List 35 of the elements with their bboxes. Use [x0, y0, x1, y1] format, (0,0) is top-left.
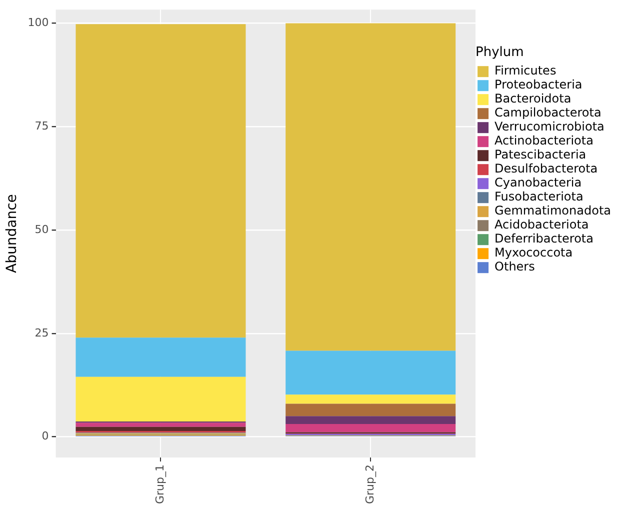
legend-label: Others: [494, 260, 535, 274]
x-tick-label: Grup_2: [363, 464, 376, 504]
x-tick-label: Grup_1: [154, 464, 167, 504]
legend-label: Gemmatimonadota: [494, 204, 612, 218]
y-tick-label: 0: [42, 430, 49, 443]
legend-label: Patescibacteria: [494, 148, 586, 162]
legend-label: Deferribacterota: [494, 232, 594, 246]
y-tick-label: 25: [34, 326, 49, 340]
legend-label: Fusobacteriota: [494, 190, 584, 204]
y-tick-label: 100: [28, 16, 49, 30]
bar: [286, 394, 456, 404]
bar: [76, 24, 246, 338]
bar: [286, 416, 456, 424]
legend-label: Cyanobacteria: [494, 176, 582, 190]
legend-label: Desulfobacterota: [494, 162, 598, 176]
bar: [76, 422, 246, 427]
legend-label: Firmicutes: [494, 64, 556, 78]
bar: [286, 350, 456, 395]
bar: [286, 424, 456, 432]
bar: [286, 23, 456, 351]
legend-label: Verrucomicrobiota: [494, 120, 604, 134]
legend-label: Campilobacterota: [494, 106, 602, 120]
legend-label: Myxococcota: [494, 246, 573, 260]
y-tick-label: 50: [34, 222, 49, 236]
y-tick-label: 75: [34, 120, 49, 132]
bar: [286, 404, 456, 416]
legend-label: Actinobacteriota: [494, 134, 594, 148]
legend-label: Proteobacteria: [494, 78, 582, 92]
y-axis-title: Abundance: [4, 194, 20, 273]
bar: [76, 338, 246, 377]
bar: [76, 426, 246, 432]
legend-title: Phylum: [476, 44, 524, 60]
bar: [76, 376, 246, 422]
legend-label: Bacteroidota: [494, 92, 572, 106]
legend-label: Acidobacteriota: [494, 218, 589, 232]
